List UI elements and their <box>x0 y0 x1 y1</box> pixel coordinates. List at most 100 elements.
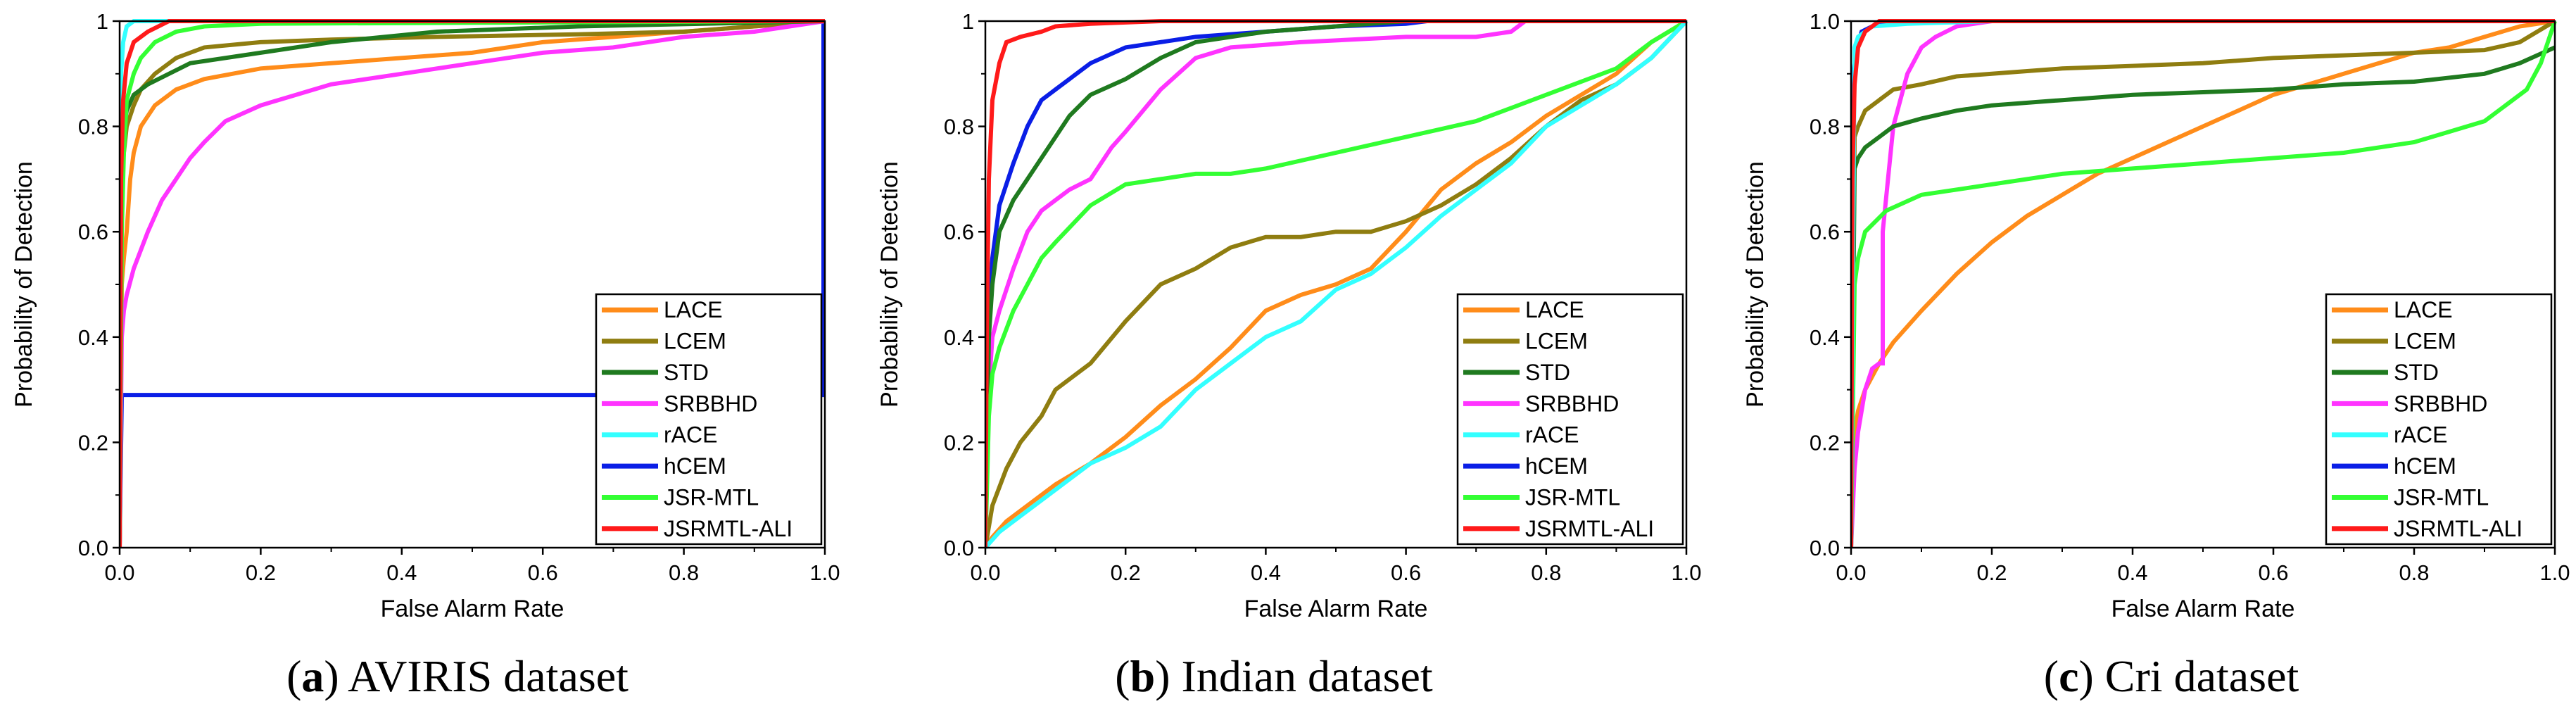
chart-panel-a: 0.0 0.2 0.4 0.6 0.8 1.0 0.0 0.2 0.4 0.6 0.8 1 False … <box>11 9 840 701</box>
y-axis-label: Probability of Detection <box>1742 161 1769 408</box>
y-tick-label: 0.8 <box>944 115 974 139</box>
x-tick-label: 0.8 <box>669 560 699 585</box>
series-line-jsr-mtl <box>1851 20 2557 548</box>
y-tick-label: 0.4 <box>944 325 974 350</box>
legend-label-lcem: LCEM <box>664 329 726 354</box>
legend-label-std: STD <box>2394 360 2439 385</box>
legend-label-lcem: LCEM <box>1525 329 1588 354</box>
y-axis-label: Probability of Detection <box>11 161 37 408</box>
x-tick-label: 1.0 <box>809 560 840 585</box>
legend-label-hcem: hCEM <box>1525 453 1588 479</box>
series-line-srbbhd <box>120 19 826 548</box>
x-tick-label: 0.6 <box>2258 560 2288 585</box>
x-tick-label: 0.6 <box>1391 560 1421 585</box>
x-tick-label: 0.4 <box>386 560 417 585</box>
legend-label-jsr-mtl: JSR-MTL <box>664 484 759 510</box>
legend-label-jsr-mtl: JSR-MTL <box>2394 484 2489 510</box>
subfigure-caption: (a) AVIRIS dataset <box>286 651 629 701</box>
legend-label-srbbhd: SRBBHD <box>664 391 757 416</box>
x-tick-label: 0.4 <box>1251 560 1281 585</box>
x-tick-label: 0.2 <box>1976 560 2007 585</box>
legend-label-jsrmtl-ali: JSRMTL-ALI <box>664 516 793 541</box>
y-tick-label: 0.0 <box>1810 536 1840 560</box>
y-tick-label: 0.2 <box>944 430 974 455</box>
series-line-lace <box>985 19 1688 549</box>
series-line-srbbhd <box>985 19 1686 548</box>
legend-label-lcem: LCEM <box>2394 329 2456 354</box>
subfigure-caption: (b) Indian dataset <box>1115 651 1433 701</box>
y-tick-label: 1.0 <box>1810 9 1840 34</box>
series-line-jsrmtl-ali <box>985 19 1686 548</box>
y-axis-label: Probability of Detection <box>876 161 903 408</box>
legend-label-lace: LACE <box>1525 297 1584 322</box>
legend-box <box>595 293 823 546</box>
x-tick-label: 0.2 <box>246 560 276 585</box>
legend-label-std: STD <box>1525 360 1570 385</box>
legend-label-race: rACE <box>664 422 717 448</box>
caption-text: ) AVIRIS dataset <box>324 651 629 701</box>
y-tick-label: 0.2 <box>1810 430 1840 455</box>
y-tick-label: 0.2 <box>78 430 108 455</box>
y-tick-label: 0.6 <box>1810 220 1840 244</box>
y-tick-label: 1 <box>96 9 108 34</box>
x-tick-label: 0.8 <box>1531 560 1561 585</box>
x-tick-label: 0.0 <box>970 560 1000 585</box>
caption-label: a <box>301 651 324 701</box>
legend-label-hcem: hCEM <box>664 453 726 479</box>
caption-text: ) Cri dataset <box>2078 651 2299 701</box>
y-tick-label: 0.6 <box>78 220 108 244</box>
y-tick-label: 0.0 <box>944 536 974 560</box>
x-tick-label: 1.0 <box>1671 560 1701 585</box>
y-tick-label: 1 <box>962 9 974 34</box>
x-tick-label: 0.0 <box>1836 560 1866 585</box>
legend-label-race: rACE <box>1525 422 1579 448</box>
legend: LACE LCEM STD SRBBHD rACE hCEM JSR-MTL JSRMTL-A… <box>2325 293 2553 546</box>
x-tick-label: 0.2 <box>1111 560 1141 585</box>
x-tick-label: 0.6 <box>528 560 558 585</box>
series-line-lace <box>120 19 826 548</box>
y-tick-label: 0.6 <box>944 220 974 244</box>
x-axis-label: False Alarm Rate <box>381 596 564 622</box>
series-group <box>120 19 826 548</box>
x-axis-label: False Alarm Rate <box>1244 596 1428 622</box>
subfigure-caption: (c) Cri dataset <box>2044 651 2299 701</box>
x-tick-label: 0.4 <box>2117 560 2147 585</box>
series-line-race <box>985 19 1688 549</box>
y-tick-label: 0.0 <box>78 536 108 560</box>
y-tick-label: 0.4 <box>78 325 108 350</box>
series-group <box>985 19 1688 549</box>
legend-label-lace: LACE <box>664 297 723 322</box>
chart-panel-b: 0.0 0.2 0.4 0.6 0.8 1.0 0.0 0.2 0.4 0.6 0.8 1 False … <box>876 9 1702 701</box>
chart-panel-c: 0.0 0.2 0.4 0.6 0.8 1.0 0.0 0.2 0.4 0.6 0.8 1.0 Fals… <box>1742 9 2570 701</box>
legend-label-hcem: hCEM <box>2394 453 2456 479</box>
y-tick-label: 0.4 <box>1810 325 1840 350</box>
series-line-jsr-mtl <box>985 19 1688 548</box>
y-tick-label: 0.8 <box>78 115 108 139</box>
x-tick-label: 0.8 <box>2399 560 2429 585</box>
legend-label-std: STD <box>664 360 709 385</box>
series-line-std <box>1851 45 2556 548</box>
legend-label-jsrmtl-ali: JSRMTL-ALI <box>1525 516 1654 541</box>
series-line-jsrmtl-ali <box>120 19 825 548</box>
legend-label-srbbhd: SRBBHD <box>1525 391 1619 416</box>
legend: LACE LCEM STD SRBBHD rACE hCEM JSR-MTL JSRMTL-A… <box>595 293 823 546</box>
legend-box <box>2325 293 2553 546</box>
legend-label-lace: LACE <box>2394 297 2453 322</box>
y-tick-label: 0.8 <box>1810 115 1840 139</box>
caption-label: b <box>1130 651 1156 701</box>
legend-label-jsrmtl-ali: JSRMTL-ALI <box>2394 516 2523 541</box>
caption-label: c <box>2059 651 2078 701</box>
series-line-srbbhd <box>1851 19 2555 548</box>
legend-box <box>1456 293 1684 546</box>
caption-text: ) Indian dataset <box>1155 651 1433 701</box>
legend-label-srbbhd: SRBBHD <box>2394 391 2487 416</box>
series-line-lcem <box>1851 19 2556 548</box>
legend: LACE LCEM STD SRBBHD rACE hCEM JSR-MTL JSRMTL-A… <box>1456 293 1684 546</box>
x-tick-label: 0.0 <box>104 560 134 585</box>
x-tick-label: 1.0 <box>2539 560 2570 585</box>
series-line-std <box>985 19 1686 548</box>
x-axis-label: False Alarm Rate <box>2111 596 2295 622</box>
legend-label-jsr-mtl: JSR-MTL <box>1525 484 1620 510</box>
legend-label-race: rACE <box>2394 422 2447 448</box>
